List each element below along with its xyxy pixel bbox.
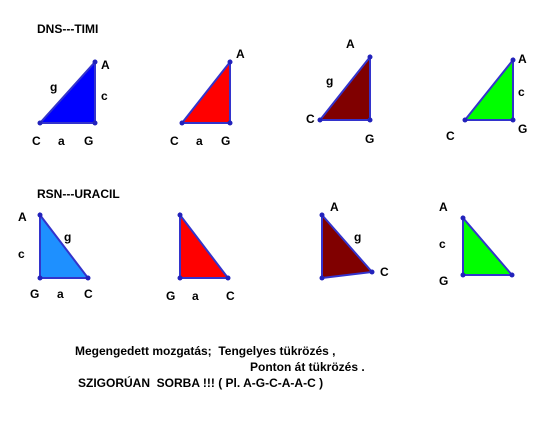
triangle: [37, 59, 96, 124]
vertex-dot: [319, 212, 325, 218]
vertex-label: C: [306, 112, 315, 126]
vertex-label: c: [101, 89, 108, 103]
vertex-label: C: [170, 134, 179, 148]
vertex-label: G: [365, 132, 374, 146]
vertex-dot: [225, 275, 231, 281]
triangle: [317, 54, 371, 121]
vertex-dot: [37, 275, 43, 281]
vertex-label: g: [326, 74, 333, 88]
section-title: RSN---URACIL: [37, 187, 120, 201]
vertex-dot: [317, 117, 323, 123]
vertex-label: A: [330, 200, 339, 214]
vertex-label: A: [236, 47, 245, 61]
vertex-label: G: [166, 289, 175, 303]
vertex-label: G: [221, 134, 230, 148]
vertex-dot: [37, 212, 43, 218]
vertex-dot: [177, 212, 183, 218]
vertex-label: A: [518, 52, 527, 66]
vertex-dot: [37, 120, 43, 126]
vertex-label: C: [32, 134, 41, 148]
triangle: [179, 212, 231, 279]
vertex-label: g: [50, 80, 57, 94]
triangle: [462, 215, 515, 276]
vertex-label: A: [346, 37, 355, 51]
vertex-dot: [319, 275, 325, 281]
triangle: [462, 57, 514, 121]
vertex-label: A: [101, 58, 110, 72]
vertex-label: G: [439, 274, 448, 288]
vertex-label: A: [18, 210, 27, 224]
vertex-dot: [177, 275, 183, 281]
vertex-label: A: [439, 200, 448, 214]
vertex-label: a: [57, 287, 64, 301]
vertex-label: G: [84, 134, 93, 148]
triangle: [179, 59, 231, 124]
vertex-dot: [367, 117, 373, 123]
vertex-dot: [227, 59, 233, 65]
vertex-label: C: [226, 289, 235, 303]
vertex-label: a: [192, 289, 199, 303]
note-line: Megengedett mozgatás; Tengelyes tükrözés…: [75, 344, 336, 358]
vertex-dot: [227, 120, 233, 126]
vertex-dot: [509, 272, 515, 278]
vertex-label: C: [446, 129, 455, 143]
section-title: DNS---TIMI: [37, 22, 98, 36]
vertex-label: C: [380, 265, 389, 279]
vertex-label: g: [354, 230, 361, 244]
note-line: Ponton át tükrözés .: [250, 360, 365, 374]
vertex-dot: [367, 54, 373, 60]
vertex-dot: [85, 275, 91, 281]
vertex-label: a: [58, 134, 65, 148]
vertex-dot: [460, 272, 466, 278]
vertex-dot: [462, 117, 468, 123]
vertex-label: a: [196, 134, 203, 148]
triangle: [39, 212, 91, 279]
vertex-dot: [92, 59, 98, 65]
note-line: SZIGORÚAN SORBA !!! ( Pl. A-G-C-A-A-C ): [78, 375, 323, 390]
vertex-dot: [460, 215, 466, 221]
vertex-label: C: [84, 287, 93, 301]
vertex-dot: [510, 57, 516, 63]
vertex-label: G: [30, 287, 39, 301]
vertex-label: c: [439, 237, 446, 251]
vertex-label: G: [518, 122, 527, 136]
vertex-dot: [92, 120, 98, 126]
vertex-dot: [510, 117, 516, 123]
vertex-label: g: [64, 230, 71, 244]
vertex-dot: [179, 120, 185, 126]
vertex-label: c: [518, 85, 525, 99]
vertex-label: c: [18, 247, 25, 261]
vertex-dot: [369, 269, 375, 275]
triangle: [321, 212, 375, 280]
